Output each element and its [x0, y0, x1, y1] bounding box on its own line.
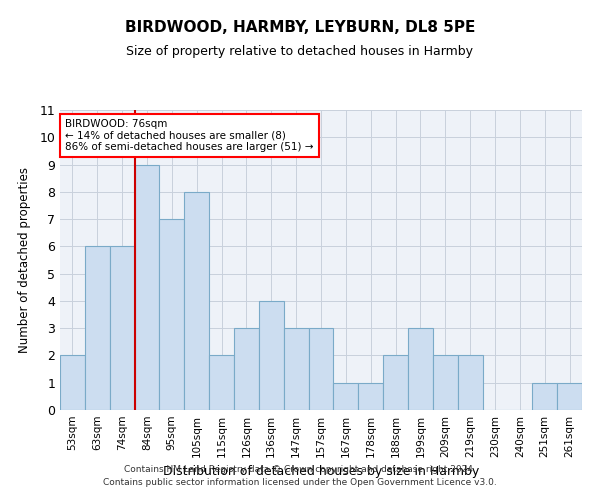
Bar [433, 356, 458, 410]
Text: Size of property relative to detached houses in Harmby: Size of property relative to detached ho… [127, 45, 473, 58]
Bar [60, 356, 85, 410]
Bar [110, 246, 134, 410]
Bar [209, 356, 234, 410]
Bar [134, 164, 160, 410]
Bar [160, 219, 184, 410]
Bar [532, 382, 557, 410]
Bar [557, 382, 582, 410]
Y-axis label: Number of detached properties: Number of detached properties [18, 167, 31, 353]
Bar [85, 246, 110, 410]
Bar [458, 356, 482, 410]
Text: BIRDWOOD: 76sqm
← 14% of detached houses are smaller (8)
86% of semi-detached ho: BIRDWOOD: 76sqm ← 14% of detached houses… [65, 119, 314, 152]
Bar [308, 328, 334, 410]
Bar [334, 382, 358, 410]
Text: BIRDWOOD, HARMBY, LEYBURN, DL8 5PE: BIRDWOOD, HARMBY, LEYBURN, DL8 5PE [125, 20, 475, 35]
Bar [234, 328, 259, 410]
Bar [408, 328, 433, 410]
Bar [284, 328, 308, 410]
X-axis label: Distribution of detached houses by size in Harmby: Distribution of detached houses by size … [163, 466, 479, 478]
Bar [358, 382, 383, 410]
Bar [259, 301, 284, 410]
Text: Contains HM Land Registry data © Crown copyright and database right 2024.: Contains HM Land Registry data © Crown c… [124, 466, 476, 474]
Text: Contains public sector information licensed under the Open Government Licence v3: Contains public sector information licen… [103, 478, 497, 487]
Bar [383, 356, 408, 410]
Bar [184, 192, 209, 410]
